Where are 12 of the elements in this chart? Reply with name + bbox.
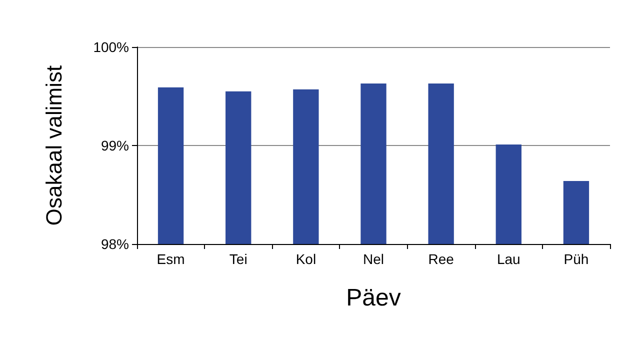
- x-axis-title: Päev: [346, 284, 401, 312]
- x-tick-label: Nel: [362, 251, 384, 267]
- x-tick-label: Kol: [296, 251, 316, 267]
- x-tick-label: Lau: [496, 251, 520, 267]
- x-tick-label: Tei: [229, 251, 248, 267]
- x-tick-label: Esm: [156, 251, 185, 267]
- x-tick-label: Ree: [428, 251, 454, 267]
- y-axis-title: Osakaal valimist: [42, 65, 66, 226]
- y-tick-label: 100%: [93, 39, 129, 55]
- y-tick-label: 99%: [100, 138, 129, 154]
- y-tick-label: 98%: [100, 236, 129, 252]
- x-tick-label: Püh: [564, 251, 589, 267]
